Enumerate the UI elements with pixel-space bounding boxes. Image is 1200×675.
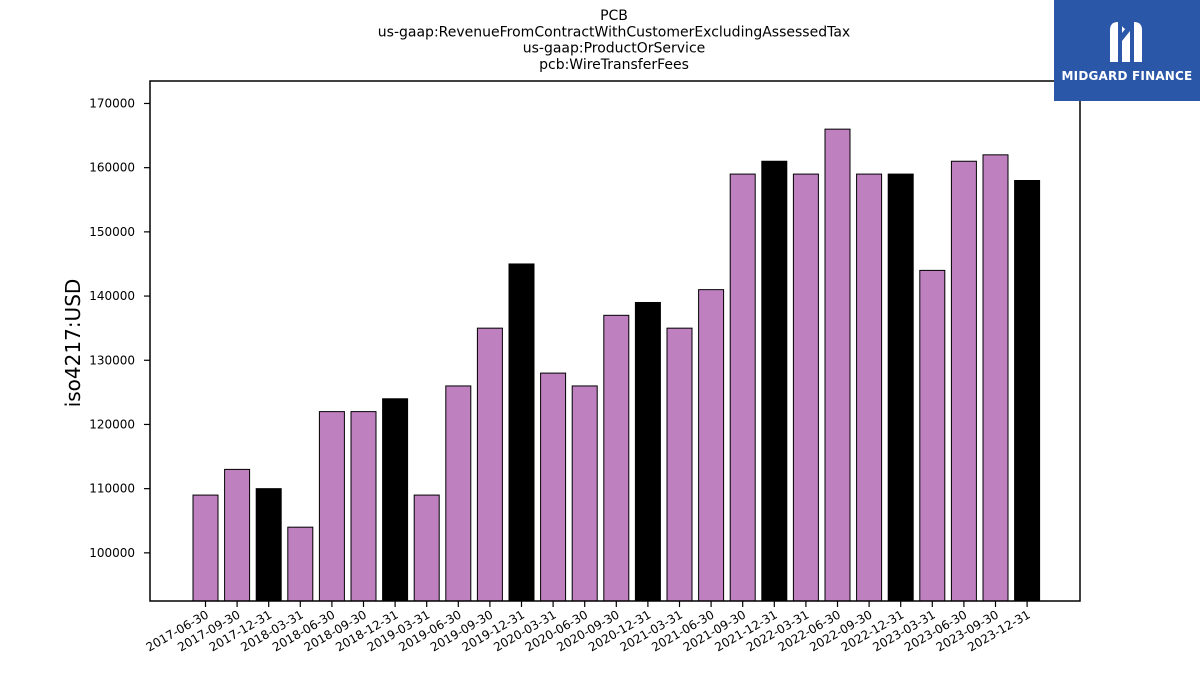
- midgard-m-logo-icon: [1110, 18, 1142, 62]
- bar: [413, 494, 440, 602]
- bar: [318, 411, 345, 602]
- y-tick-label: 160000: [89, 161, 135, 175]
- bar: [761, 160, 788, 602]
- bar-series: [192, 128, 1041, 602]
- brand-logo: MIDGARD FINANCE: [1054, 0, 1200, 101]
- bar: [382, 398, 409, 602]
- bar: [729, 173, 756, 602]
- bar: [950, 160, 977, 602]
- bar: [255, 488, 282, 602]
- bar: [919, 269, 946, 602]
- y-tick-label: 100000: [89, 546, 135, 560]
- bar: [603, 314, 630, 602]
- chart-title-line: us-gaap:RevenueFromContractWithCustomerE…: [378, 24, 850, 40]
- bar: [666, 327, 693, 602]
- bar: [792, 173, 819, 602]
- bar: [1014, 180, 1041, 602]
- y-axis-label: iso4217:USD: [61, 279, 85, 408]
- chart-title-line: pcb:WireTransferFees: [539, 57, 689, 73]
- bar: [540, 372, 567, 602]
- bar: [350, 411, 377, 602]
- bar: [634, 301, 661, 602]
- bar: [476, 327, 503, 602]
- y-axis: 100000 110000 120000 130000 140000 150000 1600…: [89, 96, 150, 560]
- chart-title: PCBus-gaap:RevenueFromContractWithCustom…: [378, 8, 850, 73]
- bar: [887, 173, 914, 602]
- y-tick-label: 150000: [89, 225, 135, 239]
- bar: [287, 526, 314, 602]
- brand-name: MIDGARD FINANCE: [1061, 69, 1193, 83]
- bar: [508, 263, 535, 602]
- plot-frame: [149, 80, 1081, 602]
- y-tick-label: 140000: [89, 289, 135, 303]
- y-tick-label: 110000: [89, 482, 135, 496]
- bar: [445, 385, 472, 602]
- bar: [982, 154, 1009, 602]
- y-tick-label: 120000: [89, 417, 135, 431]
- x-axis: 2017-06-302017-09-302017-12-312018-03-31…: [144, 601, 1033, 654]
- bar: [698, 289, 725, 602]
- y-tick-label: 130000: [89, 353, 135, 367]
- bar: [571, 385, 598, 602]
- bar: [856, 173, 883, 602]
- bar: [824, 128, 851, 602]
- chart-title-line: PCB: [600, 8, 628, 24]
- bar: [192, 494, 219, 602]
- bar: [224, 468, 251, 602]
- y-tick-label: 170000: [89, 96, 135, 110]
- chart-title-line: us-gaap:ProductOrService: [523, 41, 706, 57]
